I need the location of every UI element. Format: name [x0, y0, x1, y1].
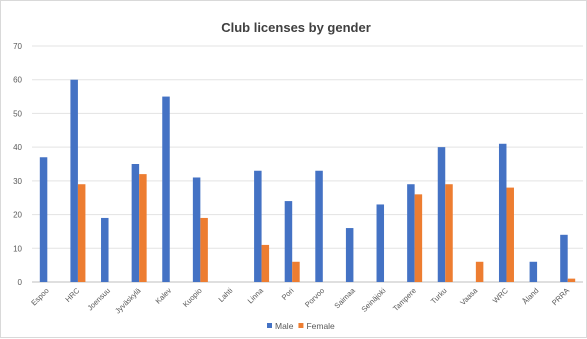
legend-swatch-male	[267, 323, 272, 328]
x-tick-label: Pori	[280, 286, 296, 302]
bar-male-10	[345, 228, 354, 282]
bar-female-17	[567, 278, 576, 282]
bar-male-8	[284, 201, 293, 282]
legend-swatch-female	[298, 323, 304, 328]
bar-male-15	[498, 143, 507, 282]
bar-male-3	[131, 164, 140, 282]
x-tick-label: Porvoo	[303, 286, 326, 309]
x-tick-label: Åland	[521, 286, 541, 306]
x-tick-label: WRC	[491, 286, 510, 305]
x-tick-label: Seinäjoki	[360, 286, 388, 314]
bar-female-1	[77, 184, 86, 282]
bar-male-4	[162, 96, 170, 282]
y-tick-label: 30	[13, 177, 22, 186]
bar-female-3	[139, 174, 147, 282]
x-tick-label: Saimaa	[332, 285, 357, 310]
gridlines	[32, 45, 583, 283]
bars	[39, 79, 576, 282]
y-axis-ticks: 0 10 20 30 40 50 60 70	[13, 42, 22, 287]
bar-male-5	[192, 177, 201, 282]
bar-male-16	[529, 261, 538, 282]
y-tick-label: 10	[13, 244, 22, 253]
bar-female-12	[414, 194, 423, 282]
x-tick-label: HRC	[63, 286, 81, 304]
x-tick-label: Lahti	[217, 286, 235, 304]
x-tick-label: Espoo	[29, 286, 50, 307]
y-tick-label: 50	[13, 109, 22, 118]
chart-title: Club licenses by gender	[221, 20, 371, 35]
x-tick-label: Joensuu	[86, 286, 112, 312]
bar-female-8	[292, 261, 300, 282]
bar-female-7	[261, 244, 270, 282]
bar-male-12	[407, 184, 415, 282]
legend-label-male: Male	[275, 321, 294, 331]
bar-female-5	[200, 217, 208, 282]
x-tick-label: Kuopio	[181, 286, 204, 309]
bar-male-13	[437, 147, 446, 282]
bar-male-9	[315, 170, 323, 282]
bar-male-11	[376, 204, 385, 282]
bar-female-14	[475, 261, 484, 282]
x-tick-label: Tampere	[391, 286, 418, 313]
y-tick-label: 0	[18, 278, 23, 287]
bar-female-15	[506, 187, 514, 282]
x-tick-label: Linna	[246, 285, 266, 305]
bar-female-13	[445, 184, 453, 282]
bar-male-1	[70, 79, 78, 282]
y-tick-label: 70	[13, 42, 22, 51]
bar-male-7	[254, 170, 262, 282]
legend: Male Female	[267, 321, 335, 331]
x-axis-ticks: Espoo HRC Joensuu Jyväskylä Kalev Kuopio Lahti…	[29, 285, 571, 315]
bar-male-17	[560, 234, 568, 282]
x-tick-label: Vaasa	[458, 285, 480, 307]
x-tick-label: Kalev	[154, 286, 174, 306]
y-tick-label: 20	[13, 211, 22, 220]
y-tick-label: 60	[13, 76, 22, 85]
x-tick-label: PRRA	[550, 286, 571, 307]
y-tick-label: 40	[13, 143, 22, 152]
x-tick-label: Turku	[429, 286, 449, 306]
legend-label-female: Female	[306, 321, 335, 331]
bar-male-2	[101, 217, 109, 282]
bar-male-0	[39, 157, 48, 282]
x-tick-label: Jyväskylä	[113, 285, 143, 315]
